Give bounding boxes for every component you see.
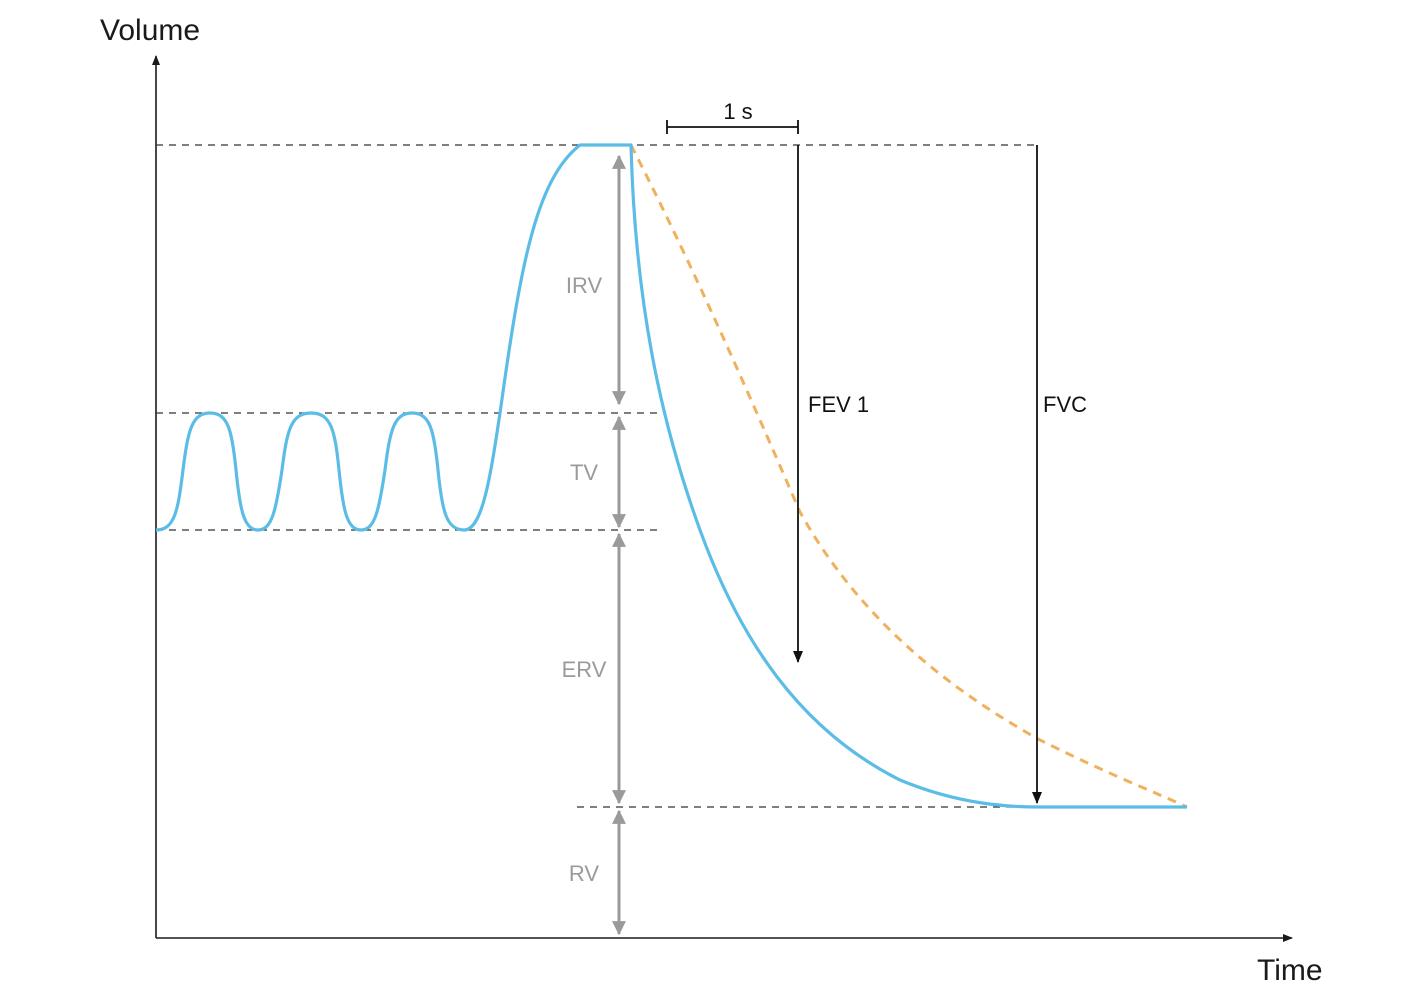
y-axis-label: Volume bbox=[100, 14, 200, 47]
irv-label: IRV bbox=[566, 273, 603, 298]
x-axis-label: Time bbox=[1257, 954, 1323, 987]
rv-label: RV bbox=[569, 861, 599, 886]
comparison-expiration-curve bbox=[629, 144, 1188, 809]
time-scale-bar bbox=[666, 120, 799, 134]
normal-spirometry-curve bbox=[155, 143, 1187, 809]
fvc-label: FVC bbox=[1043, 392, 1087, 417]
scale-bar-label: 1 s bbox=[723, 99, 752, 124]
fev1-label: FEV 1 bbox=[808, 392, 869, 417]
erv-label: ERV bbox=[562, 657, 607, 682]
tv-label: TV bbox=[570, 460, 598, 485]
